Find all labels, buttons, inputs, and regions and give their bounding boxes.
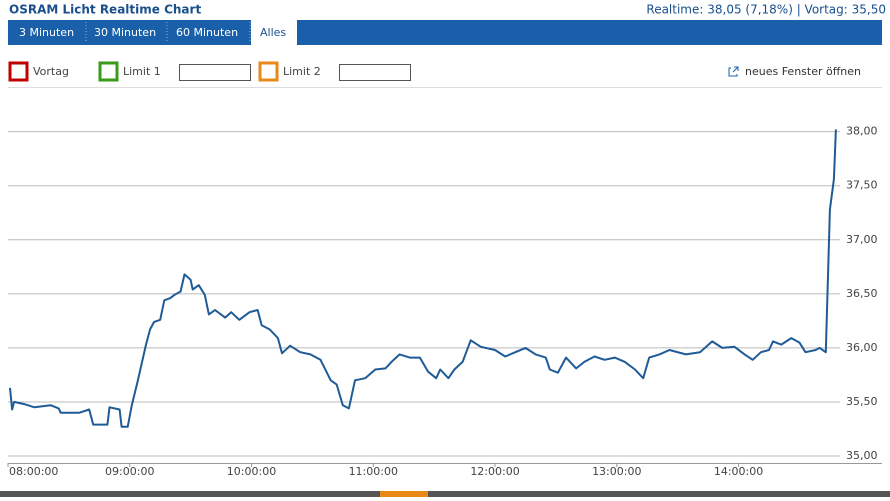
checkbox[interactable]	[258, 61, 279, 82]
title: OSRAM Licht Realtime Chart	[9, 3, 201, 17]
status: Realtime: 38,05 (7,18%) | Vortag: 35,50	[646, 3, 886, 17]
footer-bar	[0, 491, 890, 497]
y-tick-label: 37,50	[846, 179, 878, 192]
x-tick-label: 08:00:00	[9, 465, 58, 478]
tab[interactable]: Alles	[260, 26, 286, 39]
x-tick-label: 13:00:00	[592, 465, 641, 478]
tab[interactable]: 60 Minuten	[176, 26, 238, 39]
y-tick-label: 38,00	[846, 125, 878, 138]
x-tick-label: 10:00:00	[227, 465, 276, 478]
link-icon	[728, 66, 739, 77]
tab-bar	[8, 20, 882, 45]
tab[interactable]: 3 Minuten	[19, 26, 74, 39]
y-tick-label: 37,00	[846, 233, 878, 246]
checkbox-label: Limit 1	[123, 65, 161, 78]
input[interactable]	[339, 64, 411, 81]
checkbox[interactable]	[98, 61, 119, 82]
x-tick-label: 11:00:00	[349, 465, 398, 478]
y-tick-label: 35,50	[846, 395, 878, 408]
checkbox-label: Limit 2	[283, 65, 321, 78]
footer-accent	[380, 491, 428, 497]
tab[interactable]: 30 Minuten	[94, 26, 156, 39]
y-tick-label: 35,00	[846, 449, 878, 462]
active-tab	[251, 20, 297, 45]
x-tick-label: 09:00:00	[105, 465, 154, 478]
input[interactable]	[179, 64, 251, 81]
y-tick-label: 36,50	[846, 287, 878, 300]
y-tick-label: 36,00	[846, 341, 878, 354]
link[interactable]: neues Fenster öffnen	[745, 65, 861, 78]
x-tick-label: 14:00:00	[714, 465, 763, 478]
checkbox[interactable]	[8, 61, 29, 82]
price-line	[9, 129, 837, 428]
checkbox-label: Vortag	[33, 65, 69, 78]
x-tick-label: 12:00:00	[470, 465, 519, 478]
